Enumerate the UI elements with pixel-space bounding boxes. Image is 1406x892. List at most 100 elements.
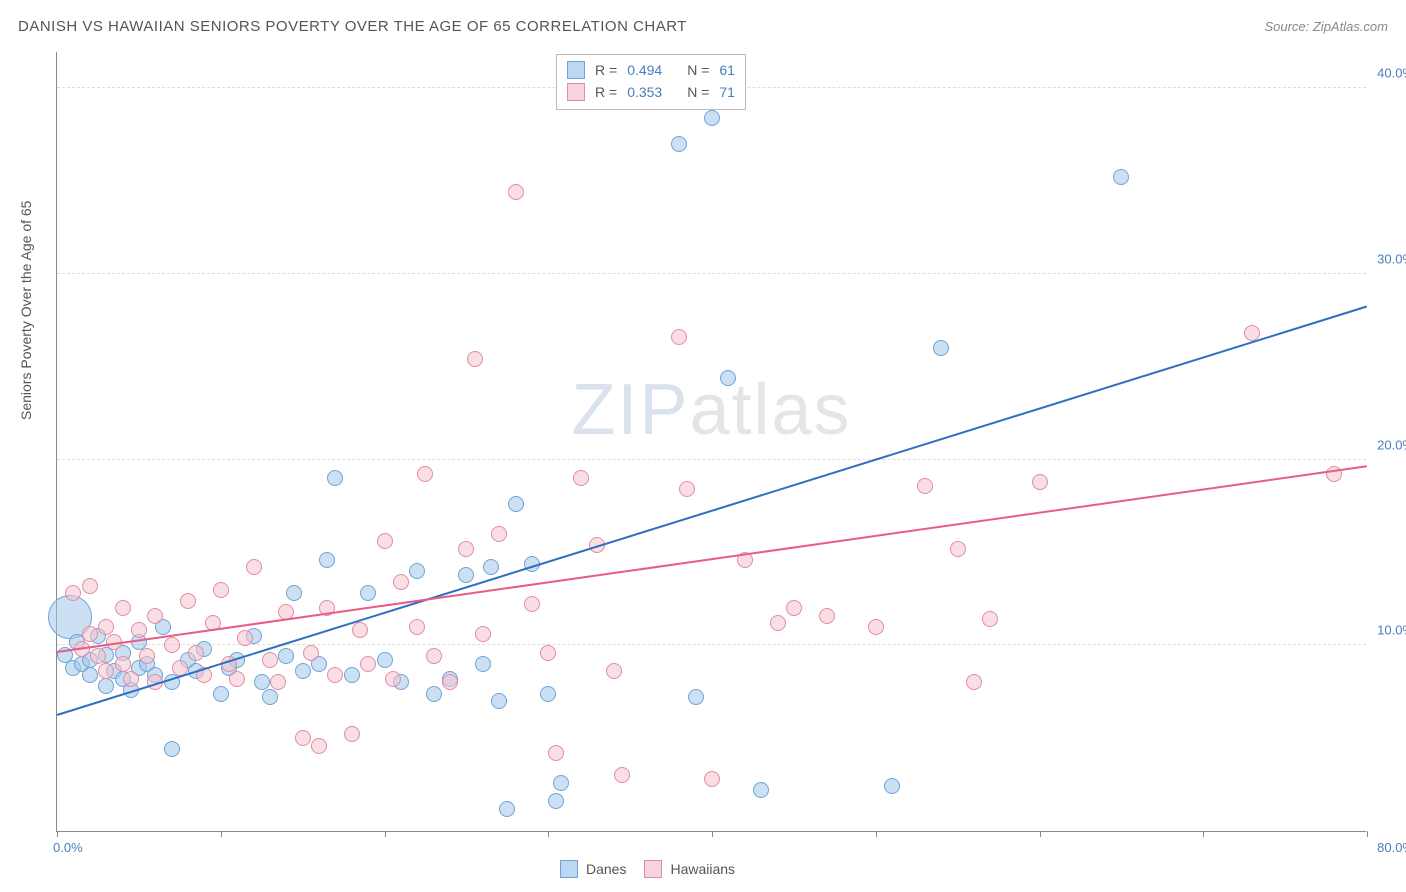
- data-point: [377, 652, 393, 668]
- data-point: [426, 648, 442, 664]
- data-point: [1113, 169, 1129, 185]
- swatch-hawaiians: [567, 83, 585, 101]
- data-point: [123, 671, 139, 687]
- data-point: [295, 730, 311, 746]
- data-point: [508, 496, 524, 512]
- data-point: [573, 470, 589, 486]
- data-point: [524, 596, 540, 612]
- bottom-legend: Danes Hawaiians: [560, 860, 735, 878]
- y-axis-title: Seniors Poverty Over the Age of 65: [18, 201, 34, 420]
- data-point: [311, 738, 327, 754]
- data-point: [393, 574, 409, 590]
- chart-title: DANISH VS HAWAIIAN SENIORS POVERTY OVER …: [18, 18, 687, 35]
- data-point: [966, 674, 982, 690]
- plot-area: ZIPatlas 10.0%20.0%30.0%40.0%0.0%80.0%: [56, 52, 1366, 832]
- data-point: [278, 648, 294, 664]
- data-point: [344, 667, 360, 683]
- data-point: [540, 645, 556, 661]
- source-credit: Source: ZipAtlas.com: [1264, 19, 1388, 34]
- stats-row-hawaiians: R =0.353N =71: [567, 81, 735, 103]
- data-point: [704, 771, 720, 787]
- swatch-pink: [644, 860, 662, 878]
- data-point: [458, 541, 474, 557]
- data-point: [868, 619, 884, 635]
- swatch-danes: [567, 61, 585, 79]
- data-point: [360, 585, 376, 601]
- data-point: [98, 619, 114, 635]
- legend-label-danes: Danes: [586, 861, 626, 877]
- data-point: [548, 793, 564, 809]
- data-point: [360, 656, 376, 672]
- data-point: [262, 652, 278, 668]
- data-point: [385, 671, 401, 687]
- data-point: [303, 645, 319, 661]
- data-point: [1032, 474, 1048, 490]
- x-tick-label-min: 0.0%: [53, 840, 83, 855]
- data-point: [131, 622, 147, 638]
- data-point: [377, 533, 393, 549]
- data-point: [327, 667, 343, 683]
- data-point: [688, 689, 704, 705]
- data-point: [491, 693, 507, 709]
- data-point: [213, 582, 229, 598]
- x-tick: [1367, 831, 1368, 837]
- data-point: [82, 667, 98, 683]
- data-point: [475, 656, 491, 672]
- data-point: [606, 663, 622, 679]
- title-bar: DANISH VS HAWAIIAN SENIORS POVERTY OVER …: [18, 18, 1388, 35]
- data-point: [950, 541, 966, 557]
- data-point: [98, 663, 114, 679]
- r-label: R =: [595, 84, 617, 100]
- data-point: [286, 585, 302, 601]
- stats-row-danes: R = 0.494 N = 61: [567, 59, 735, 81]
- watermark: ZIPatlas: [571, 369, 851, 451]
- data-point: [770, 615, 786, 631]
- x-tick: [712, 831, 713, 837]
- r-label: R =: [595, 62, 617, 78]
- x-tick: [876, 831, 877, 837]
- data-point: [90, 648, 106, 664]
- data-point: [98, 678, 114, 694]
- data-point: [720, 370, 736, 386]
- source-name: ZipAtlas.com: [1313, 19, 1388, 34]
- n-label: N =: [687, 62, 709, 78]
- data-point: [409, 619, 425, 635]
- gridline: [57, 273, 1366, 274]
- data-point: [553, 775, 569, 791]
- watermark-atlas: atlas: [689, 370, 851, 450]
- data-point: [884, 778, 900, 794]
- data-point: [671, 329, 687, 345]
- data-point: [237, 630, 253, 646]
- data-point: [753, 782, 769, 798]
- y-tick-label: 30.0%: [1377, 251, 1406, 266]
- data-point: [344, 726, 360, 742]
- data-point: [508, 184, 524, 200]
- data-point: [442, 674, 458, 690]
- data-point: [180, 593, 196, 609]
- legend-label-hawaiians: Hawaiians: [670, 861, 735, 877]
- data-point: [704, 110, 720, 126]
- data-point: [115, 656, 131, 672]
- data-point: [933, 340, 949, 356]
- data-point: [164, 741, 180, 757]
- data-point: [982, 611, 998, 627]
- y-tick-label: 20.0%: [1377, 437, 1406, 452]
- data-point: [246, 559, 262, 575]
- data-point: [82, 578, 98, 594]
- data-point: [917, 478, 933, 494]
- n-value: 61: [719, 62, 735, 78]
- x-tick: [1203, 831, 1204, 837]
- data-point: [327, 470, 343, 486]
- data-point: [213, 686, 229, 702]
- data-point: [139, 648, 155, 664]
- data-point: [540, 686, 556, 702]
- data-point: [499, 801, 515, 817]
- source-prefix: Source:: [1264, 19, 1312, 34]
- r-value: 0.494: [627, 62, 677, 78]
- data-point: [458, 567, 474, 583]
- data-point: [679, 481, 695, 497]
- data-point: [819, 608, 835, 624]
- data-point: [65, 585, 81, 601]
- n-label: N =: [687, 84, 709, 100]
- watermark-zip: ZIP: [571, 370, 689, 450]
